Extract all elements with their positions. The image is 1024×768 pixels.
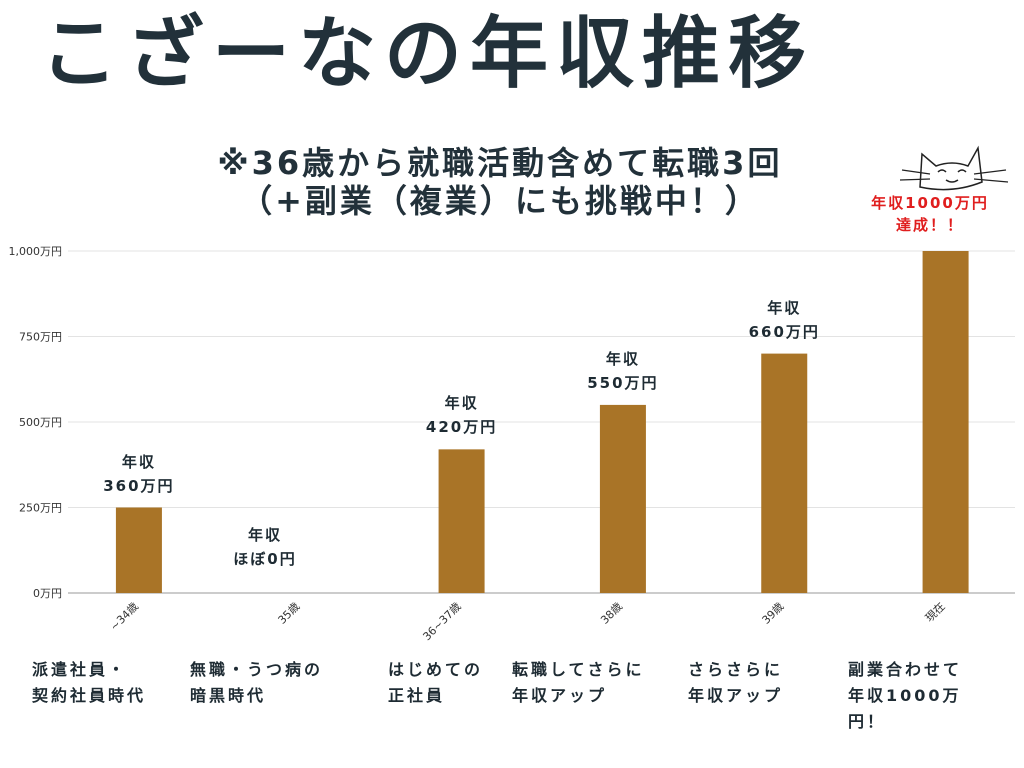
x-tick-label: 36~37歳 [420, 600, 463, 643]
y-tick-label: 1,000万円 [9, 245, 63, 258]
subtitle-line2: （+副業（複業）にも挑戦中！） [240, 182, 760, 220]
annotation-line2: 550万円 [587, 373, 659, 392]
x-tick-label: ~34歳 [108, 600, 141, 633]
period-description: 副業合わせて 年収1000万 円！ [848, 660, 963, 731]
achievement-line2: 達成！！ [895, 216, 964, 234]
period-description: 転職してさらに 年収アップ [512, 660, 645, 705]
y-tick-label: 500万円 [19, 416, 62, 429]
x-tick-label: 39歳 [760, 600, 787, 627]
achievement-note: 年収1000万円 達成！！ [850, 192, 1010, 236]
annotation-line1: 年収 [247, 526, 282, 544]
bar [115, 507, 162, 593]
x-tick-label: 現在 [923, 600, 948, 625]
bar-annotation: 年収 360万円 [69, 450, 209, 498]
y-tick-label: 750万円 [19, 331, 62, 344]
bar [922, 251, 969, 593]
bar-annotation: 年収 550万円 [553, 347, 693, 395]
annotation-line2: ほぼ0円 [233, 550, 297, 568]
period-description: 無職・うつ病の 暗黒時代 [190, 660, 324, 705]
bar [761, 353, 808, 593]
bar-annotation: 年収 420万円 [392, 391, 532, 439]
page-title: こざーなの年収推移 [40, 9, 815, 99]
annotation-line1: 年収 [444, 394, 479, 413]
y-tick-label: 0万円 [33, 587, 62, 600]
cat-icon [900, 145, 1009, 191]
period-description: はじめての 正社員 [388, 660, 484, 705]
y-tick-label: 250万円 [19, 502, 62, 515]
bar [599, 404, 646, 593]
annotation-line1: 年収 [605, 349, 640, 368]
annotation-line1: 年収 [121, 452, 156, 471]
annotation-line2: 360万円 [103, 476, 175, 495]
bar [438, 449, 485, 593]
achievement-line1: 年収1000万円 [871, 194, 989, 212]
annotation-line1: 年収 [767, 298, 802, 317]
x-tick-label: 35歳 [276, 600, 303, 627]
annotation-line2: 660万円 [748, 322, 820, 341]
annotation-line2: 420万円 [425, 418, 498, 437]
bar-annotation: 年収 660万円 [714, 296, 854, 344]
period-description: 派遣社員・ 契約社員時代 [32, 660, 147, 705]
period-description: さらさらに 年収アップ [688, 660, 784, 705]
x-tick-label: 38歳 [598, 600, 625, 627]
subtitle-line1: ※36歳から就職活動含めて転職3回 [217, 144, 783, 182]
bar-annotation: 年収ほぼ0円 [195, 523, 335, 571]
